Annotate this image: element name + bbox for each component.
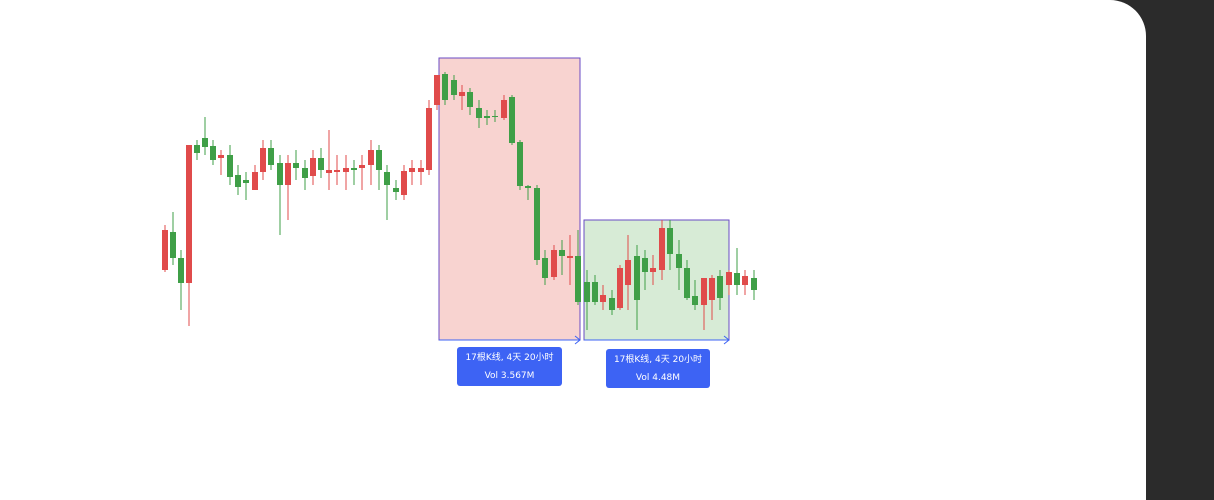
range-arrow [439, 335, 581, 345]
bars-duration: 17根K线, 4天 20小时 [613, 355, 703, 365]
volume: Vol 4.48M [635, 373, 681, 383]
range-label: 17根K线, 4天 20小时 Vol 3.567M [457, 347, 562, 386]
volume: Vol 3.567M [484, 371, 535, 381]
range-arrow [584, 335, 730, 345]
range-label: 17根K线, 4天 20小时 Vol 4.48M [606, 349, 710, 388]
range-box-green [583, 219, 730, 341]
bars-duration: 17根K线, 4天 20小时 [465, 353, 554, 363]
